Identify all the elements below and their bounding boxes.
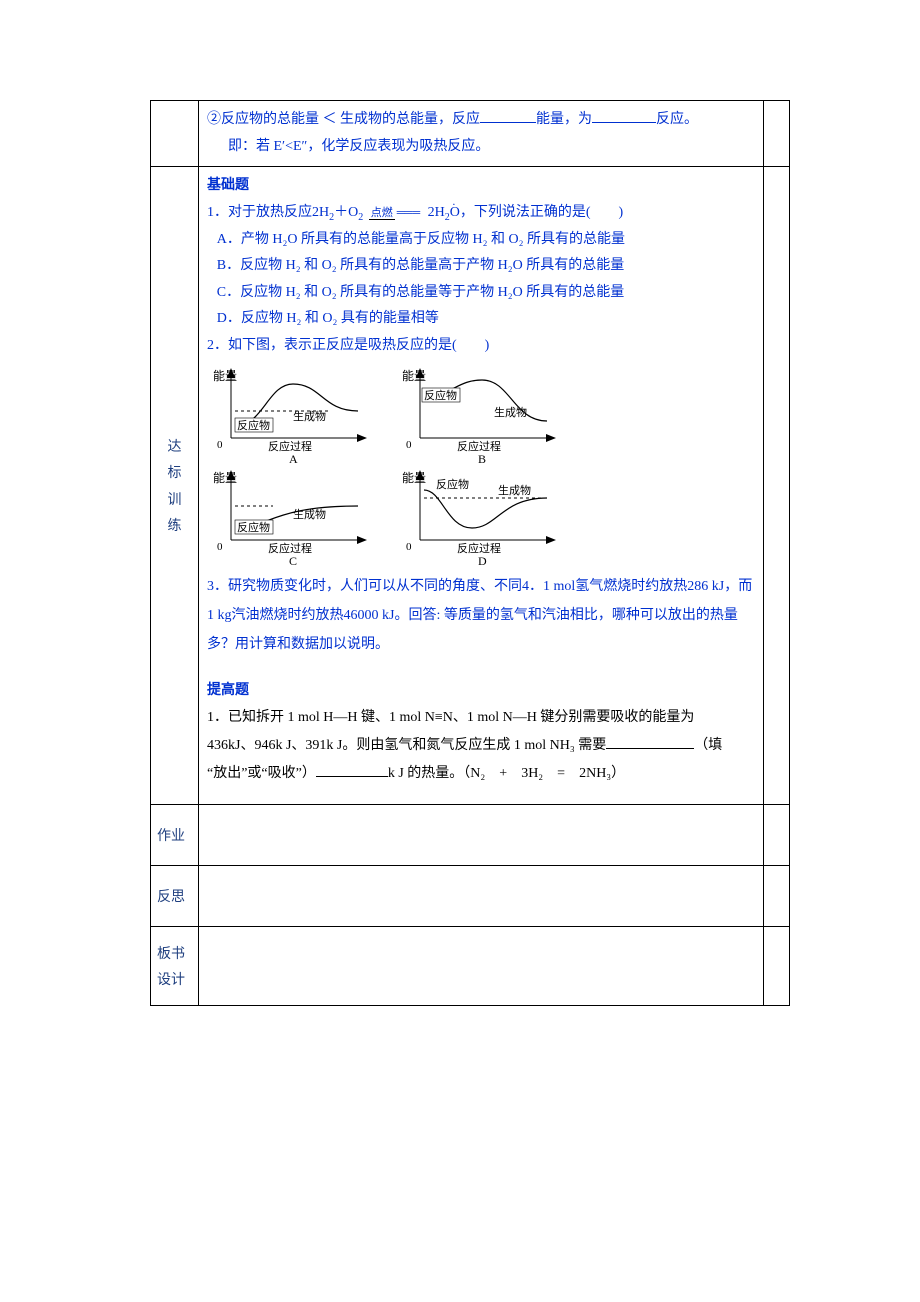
cell-continuation-right: [764, 101, 790, 167]
text: “放出”或“吸收”）: [207, 766, 316, 781]
svg-text:反应物: 反应物: [436, 477, 469, 491]
label-char: 练: [157, 512, 192, 539]
svg-text:能量: 能量: [402, 369, 426, 383]
row-label-board: 板书设计: [151, 927, 199, 1006]
q2-diagrams: 能量 反应物 生成物 0 反应过程 A 能量: [207, 364, 755, 566]
row-label-homework: 作业: [151, 805, 199, 866]
label-char: 达: [157, 433, 192, 460]
worksheet-table: ②反应物的总能量 ＜ 生成物的总能量，反应 能量，为 反应。 即：若 E′<E″，化…: [150, 100, 790, 1006]
continuation-line-2: 即：若 E′<E″，化学反应表现为吸热反应。: [207, 134, 755, 161]
svg-text:生成物: 生成物: [293, 507, 326, 521]
svg-text:0: 0: [406, 541, 412, 553]
svg-text:A: A: [289, 452, 298, 464]
svg-text:C: C: [289, 554, 297, 566]
advanced-heading: 提高题: [207, 678, 755, 705]
cell-homework-content[interactable]: [199, 805, 764, 866]
continuation-line-1: ②反应物的总能量 ＜ 生成物的总能量，反应 能量，为 反应。: [207, 107, 755, 134]
diagram-a[interactable]: 能量 反应物 生成物 0 反应过程 A: [213, 368, 367, 464]
text: 反应。: [656, 112, 698, 127]
svg-text:能量: 能量: [213, 369, 237, 383]
diagram-b[interactable]: 能量 反应物 生成物 0 反应过程 B: [402, 368, 556, 464]
svg-text:0: 0: [406, 439, 412, 451]
svg-text:0: 0: [217, 439, 223, 451]
reaction-arrow: 点燃═══: [367, 207, 424, 219]
cell-homework-right: [764, 805, 790, 866]
svg-text:能量: 能量: [213, 471, 237, 485]
cell-reflect-right: [764, 866, 790, 927]
fill-blank[interactable]: [316, 762, 388, 777]
text: ＋O: [334, 205, 358, 220]
text: 436kJ、946k J、391k J。则由氢气和氮气反应生成 1 mol NH…: [207, 738, 606, 753]
cell-continuation-label: [151, 101, 199, 167]
q2-stem: 2．如下图，表示正反应是吸热反应的是( ): [207, 333, 755, 360]
cell-board-content[interactable]: [199, 927, 764, 1006]
row-continuation: ②反应物的总能量 ＜ 生成物的总能量，反应 能量，为 反应。 即：若 E′<E″，化…: [151, 101, 790, 167]
fill-blank[interactable]: [606, 734, 694, 749]
label-char: 标: [157, 459, 192, 486]
svg-text:反应过程: 反应过程: [268, 541, 312, 555]
text: ②反应物的总能量 ＜ 生成物的总能量，反应: [207, 112, 480, 127]
svg-text:反应过程: 反应过程: [268, 439, 312, 453]
diagram-row-ab: 能量 反应物 生成物 0 反应过程 A 能量: [207, 364, 567, 464]
svg-text:0: 0: [217, 541, 223, 553]
text: （填: [694, 738, 722, 753]
basic-heading: 基础题: [207, 173, 755, 200]
svg-text:D: D: [478, 554, 487, 566]
q1-stem: 1．对于放热反应2H2＋O2 点燃═══ 2H2O，下列说法正确的是( ): [207, 200, 755, 227]
svg-text:生成物: 生成物: [494, 405, 527, 419]
row-label-reflect: 反思: [151, 866, 199, 927]
svg-text:能量: 能量: [402, 471, 426, 485]
cell-practice-right: [764, 167, 790, 805]
row-board: 板书设计: [151, 927, 790, 1006]
spacer: [207, 660, 755, 678]
svg-text:反应物: 反应物: [237, 418, 270, 432]
row-label-practice: 达 标 训 练: [151, 167, 199, 805]
text: 1．对于放热反应2H: [207, 205, 329, 220]
text: k J 的热量。（N₂ + 3H₂ = 2NH₃）: [388, 766, 625, 781]
svg-text:反应过程: 反应过程: [457, 541, 501, 555]
text: 1．已知拆开 1 mol H—H 键、1 mol N≡N、1 mol N—H 键…: [207, 710, 694, 725]
fill-blank[interactable]: [480, 108, 536, 123]
svg-text:生成物: 生成物: [498, 483, 531, 497]
cell-continuation-content: ②反应物的总能量 ＜ 生成物的总能量，反应 能量，为 反应。 即：若 E′<E″，化…: [199, 101, 764, 167]
svg-text:生成物: 生成物: [293, 409, 326, 423]
label-char: 训: [157, 486, 192, 513]
diagram-c[interactable]: 能量 反应物 生成物 0 反应过程 C: [213, 470, 367, 566]
svg-text:反应过程: 反应过程: [457, 439, 501, 453]
diagram-row-cd: 能量 反应物 生成物 0 反应过程 C 能量: [207, 466, 567, 566]
text: 能量，为: [536, 112, 592, 127]
cell-practice-content: 基础题 1．对于放热反应2H2＋O2 点燃═══ 2H2O，下列说法正确的是( …: [199, 167, 764, 805]
q1-opt-a[interactable]: A．产物 H₂O 所具有的总能量高于反应物 H₂ 和 O₂ 所具有的总能量: [207, 227, 755, 254]
q1-opt-c[interactable]: C．反应物 H₂ 和 O₂ 所具有的总能量等于产物 H₂O 所具有的总能量: [207, 280, 755, 307]
row-homework: 作业: [151, 805, 790, 866]
q1-opt-d[interactable]: D．反应物 H₂ 和 O₂ 具有的能量相等: [207, 306, 755, 333]
cell-board-right: [764, 927, 790, 1006]
fill-blank[interactable]: [592, 108, 656, 123]
text: 2H: [428, 205, 445, 220]
svg-text:B: B: [478, 452, 486, 464]
row-practice: 达 标 训 练 基础题 1．对于放热反应2H2＋O2 点燃═══ 2H2O，下列…: [151, 167, 790, 805]
row-reflect: 反思: [151, 866, 790, 927]
svg-text:反应物: 反应物: [237, 520, 270, 534]
diagram-d[interactable]: 能量 反应物 生成物 0 反应过程 D: [402, 470, 556, 566]
cell-reflect-content[interactable]: [199, 866, 764, 927]
svg-text:反应物: 反应物: [424, 388, 457, 402]
q3-stem: 3．研究物质变化时，人们可以从不同的角度、不同4．1 mol氢气燃烧时约放热28…: [207, 572, 755, 660]
adv-q1: 1．已知拆开 1 mol H—H 键、1 mol N≡N、1 mol N—H 键…: [207, 704, 755, 788]
q1-opt-b[interactable]: B．反应物 H₂ 和 O₂ 所具有的总能量高于产物 H₂O 所具有的总能量: [207, 253, 755, 280]
spacer: [207, 788, 755, 798]
